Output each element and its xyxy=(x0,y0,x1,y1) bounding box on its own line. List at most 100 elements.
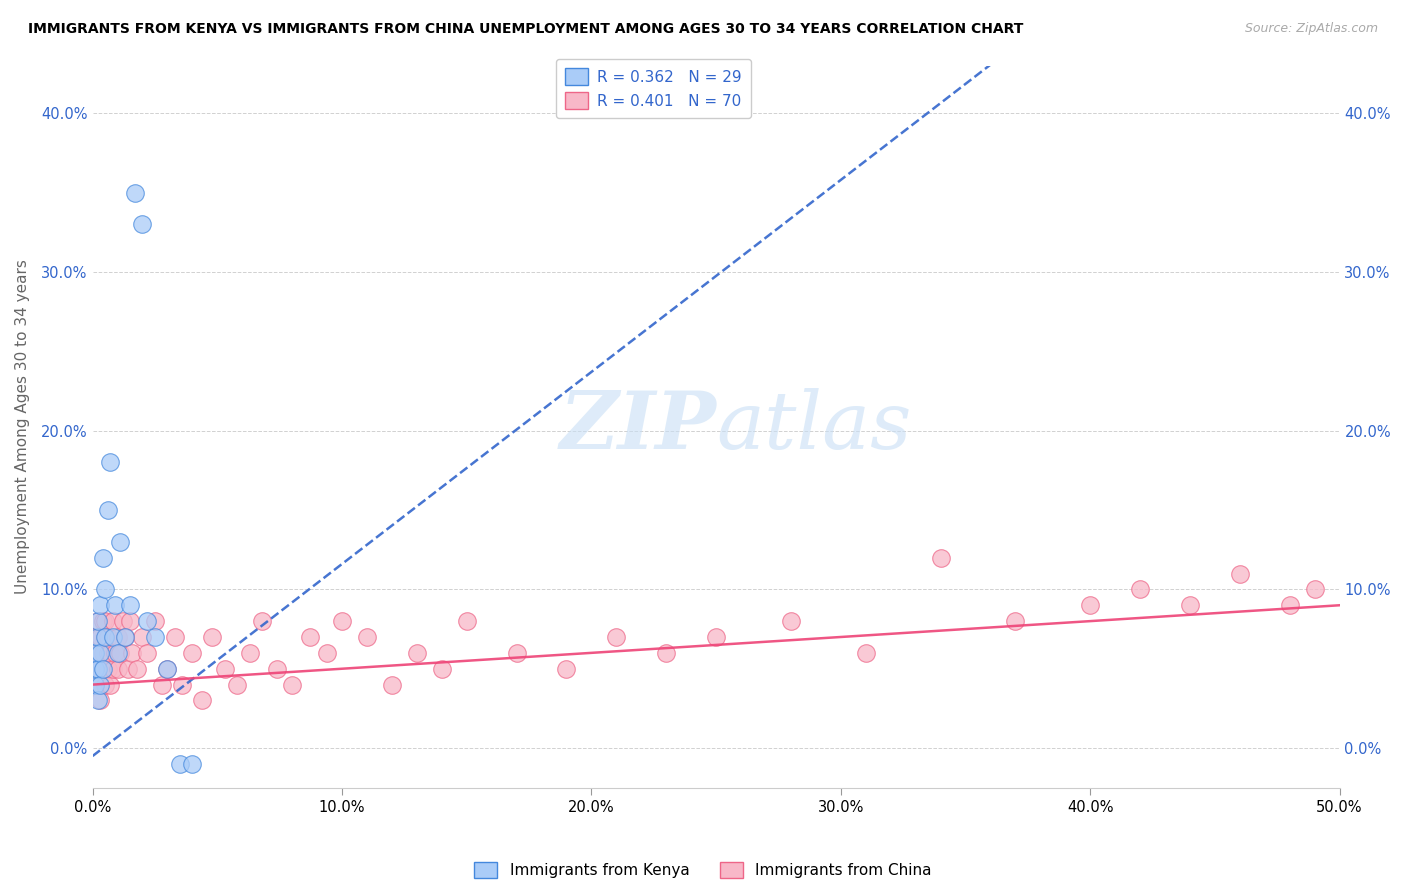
Point xyxy=(101,614,124,628)
Point xyxy=(855,646,877,660)
Point xyxy=(91,662,114,676)
Point xyxy=(94,630,117,644)
Point xyxy=(84,662,107,676)
Text: IMMIGRANTS FROM KENYA VS IMMIGRANTS FROM CHINA UNEMPLOYMENT AMONG AGES 30 TO 34 : IMMIGRANTS FROM KENYA VS IMMIGRANTS FROM… xyxy=(28,22,1024,37)
Point xyxy=(555,662,578,676)
Point xyxy=(131,630,153,644)
Point xyxy=(456,614,478,628)
Point xyxy=(152,677,174,691)
Point xyxy=(121,646,143,660)
Point xyxy=(94,630,117,644)
Point xyxy=(605,630,627,644)
Point xyxy=(143,630,166,644)
Point xyxy=(86,630,108,644)
Point xyxy=(1129,582,1152,597)
Point xyxy=(181,646,204,660)
Point xyxy=(118,614,141,628)
Point xyxy=(114,630,136,644)
Point xyxy=(89,599,111,613)
Text: Source: ZipAtlas.com: Source: ZipAtlas.com xyxy=(1244,22,1378,36)
Point xyxy=(143,614,166,628)
Point xyxy=(156,662,179,676)
Point xyxy=(97,630,120,644)
Point xyxy=(86,614,108,628)
Point xyxy=(101,662,124,676)
Point xyxy=(97,662,120,676)
Point xyxy=(107,646,129,660)
Point xyxy=(107,630,129,644)
Point xyxy=(655,646,678,660)
Point xyxy=(505,646,527,660)
Point xyxy=(91,614,114,628)
Point xyxy=(97,646,120,660)
Point xyxy=(94,582,117,597)
Point xyxy=(214,662,236,676)
Point xyxy=(91,646,114,660)
Point xyxy=(104,599,127,613)
Point xyxy=(84,677,107,691)
Point xyxy=(117,662,139,676)
Point xyxy=(191,693,214,707)
Point xyxy=(101,630,124,644)
Point xyxy=(136,646,159,660)
Point xyxy=(86,662,108,676)
Point xyxy=(163,630,186,644)
Point xyxy=(430,662,453,676)
Point xyxy=(330,614,353,628)
Point xyxy=(131,218,153,232)
Point xyxy=(89,693,111,707)
Point xyxy=(169,756,191,771)
Point xyxy=(89,662,111,676)
Point xyxy=(136,614,159,628)
Point xyxy=(108,646,131,660)
Point xyxy=(172,677,194,691)
Point xyxy=(381,677,404,691)
Point xyxy=(94,614,117,628)
Point xyxy=(1078,599,1101,613)
Point xyxy=(104,646,127,660)
Point xyxy=(86,646,108,660)
Point xyxy=(1229,566,1251,581)
Point xyxy=(84,662,107,676)
Point xyxy=(84,646,107,660)
Point xyxy=(250,614,273,628)
Point xyxy=(929,550,952,565)
Point xyxy=(98,646,121,660)
Point xyxy=(94,677,117,691)
Point xyxy=(156,662,179,676)
Point xyxy=(127,662,149,676)
Point xyxy=(298,630,321,644)
Point xyxy=(281,677,304,691)
Point xyxy=(86,677,108,691)
Point xyxy=(124,186,146,200)
Point xyxy=(704,630,727,644)
Text: ZIP: ZIP xyxy=(560,388,716,466)
Point xyxy=(107,662,129,676)
Point xyxy=(356,630,378,644)
Point xyxy=(114,630,136,644)
Legend: R = 0.362   N = 29, R = 0.401   N = 70: R = 0.362 N = 29, R = 0.401 N = 70 xyxy=(557,59,751,118)
Point xyxy=(1303,582,1326,597)
Point xyxy=(779,614,801,628)
Point xyxy=(181,756,204,771)
Point xyxy=(89,630,111,644)
Point xyxy=(89,677,111,691)
Point xyxy=(84,630,107,644)
Point xyxy=(86,614,108,628)
Point xyxy=(91,550,114,565)
Point xyxy=(266,662,288,676)
Legend: Immigrants from Kenya, Immigrants from China: Immigrants from Kenya, Immigrants from C… xyxy=(468,855,938,884)
Point xyxy=(98,455,121,469)
Point xyxy=(118,599,141,613)
Point xyxy=(1178,599,1201,613)
Point xyxy=(239,646,262,660)
Point xyxy=(98,677,121,691)
Point xyxy=(1278,599,1301,613)
Point xyxy=(1004,614,1026,628)
Point xyxy=(111,614,134,628)
Point xyxy=(97,503,120,517)
Text: atlas: atlas xyxy=(716,388,911,466)
Point xyxy=(226,677,249,691)
Point xyxy=(405,646,427,660)
Point xyxy=(201,630,224,644)
